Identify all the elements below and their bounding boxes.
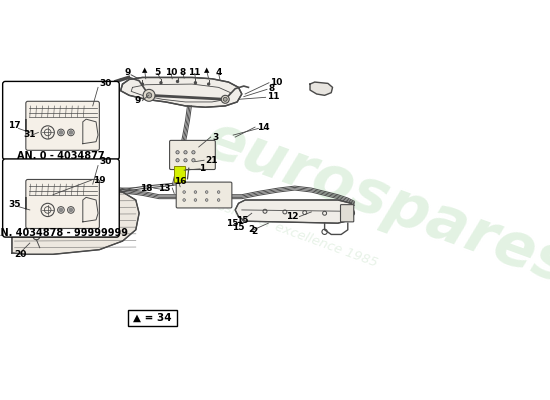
- Circle shape: [195, 82, 196, 84]
- Text: 10: 10: [270, 78, 283, 86]
- Text: 15: 15: [232, 223, 245, 232]
- FancyBboxPatch shape: [3, 82, 119, 160]
- Circle shape: [40, 200, 47, 207]
- Circle shape: [184, 158, 187, 162]
- Text: |: |: [24, 197, 28, 210]
- Circle shape: [221, 95, 229, 103]
- Text: 9: 9: [135, 96, 141, 105]
- Text: 2: 2: [252, 227, 258, 236]
- Circle shape: [69, 208, 73, 212]
- Circle shape: [146, 93, 152, 98]
- Circle shape: [177, 80, 179, 82]
- Text: eurospares: eurospares: [195, 110, 550, 297]
- FancyBboxPatch shape: [26, 180, 100, 228]
- Circle shape: [59, 208, 63, 212]
- Text: 4: 4: [216, 68, 222, 77]
- FancyBboxPatch shape: [340, 205, 354, 222]
- Circle shape: [160, 82, 162, 84]
- Text: 13: 13: [158, 184, 171, 192]
- Text: 15: 15: [236, 216, 249, 225]
- Text: 12: 12: [285, 212, 298, 221]
- Circle shape: [143, 89, 155, 101]
- Text: 16: 16: [174, 177, 186, 186]
- Text: AN. 4034878 - 99999999: AN. 4034878 - 99999999: [0, 228, 129, 238]
- Circle shape: [208, 83, 210, 85]
- Text: 8: 8: [180, 68, 186, 77]
- Polygon shape: [120, 78, 242, 107]
- Text: AN. 0 - 4034877: AN. 0 - 4034877: [17, 151, 104, 161]
- Text: 14: 14: [257, 123, 270, 132]
- FancyBboxPatch shape: [169, 140, 215, 170]
- Text: 18: 18: [140, 184, 152, 192]
- Text: ▲: ▲: [142, 67, 147, 73]
- Text: 30: 30: [100, 79, 112, 88]
- Polygon shape: [12, 184, 139, 254]
- FancyBboxPatch shape: [174, 166, 185, 182]
- Text: 3: 3: [212, 132, 218, 142]
- Circle shape: [192, 158, 195, 162]
- Text: 30: 30: [100, 157, 112, 166]
- Circle shape: [205, 199, 208, 201]
- Text: 21: 21: [205, 156, 218, 165]
- Circle shape: [59, 131, 63, 134]
- Text: 5: 5: [155, 68, 161, 77]
- FancyBboxPatch shape: [26, 101, 100, 150]
- Circle shape: [42, 202, 45, 205]
- Text: 20: 20: [14, 250, 27, 259]
- Text: ▲: ▲: [204, 67, 210, 73]
- Circle shape: [176, 158, 179, 162]
- Text: 19: 19: [93, 176, 106, 185]
- Text: 1: 1: [199, 164, 205, 173]
- Text: 31: 31: [24, 130, 36, 139]
- Circle shape: [194, 191, 197, 193]
- Text: 2: 2: [249, 225, 255, 234]
- Circle shape: [205, 191, 208, 193]
- Circle shape: [223, 97, 227, 101]
- Text: |: |: [24, 118, 28, 132]
- FancyBboxPatch shape: [128, 310, 177, 326]
- Circle shape: [36, 196, 51, 210]
- Circle shape: [217, 199, 220, 201]
- Text: 8: 8: [268, 84, 274, 93]
- Text: 10: 10: [165, 68, 177, 77]
- Circle shape: [141, 83, 144, 85]
- Text: 35: 35: [8, 200, 20, 209]
- Text: 11: 11: [189, 68, 201, 77]
- Circle shape: [183, 199, 185, 201]
- Circle shape: [183, 191, 185, 193]
- Circle shape: [194, 199, 197, 201]
- FancyBboxPatch shape: [3, 159, 119, 237]
- Text: a passion for excellence 1985: a passion for excellence 1985: [189, 190, 379, 270]
- Circle shape: [217, 191, 220, 193]
- Polygon shape: [310, 82, 333, 95]
- FancyBboxPatch shape: [176, 182, 232, 208]
- Text: ▲ = 34: ▲ = 34: [133, 313, 172, 323]
- Polygon shape: [235, 200, 354, 223]
- Text: 15: 15: [226, 219, 239, 228]
- Circle shape: [176, 151, 179, 154]
- Circle shape: [69, 131, 73, 134]
- Text: 17: 17: [8, 122, 20, 130]
- Text: 11: 11: [267, 92, 279, 101]
- Circle shape: [192, 151, 195, 154]
- Circle shape: [184, 151, 187, 154]
- Text: 9: 9: [124, 68, 130, 77]
